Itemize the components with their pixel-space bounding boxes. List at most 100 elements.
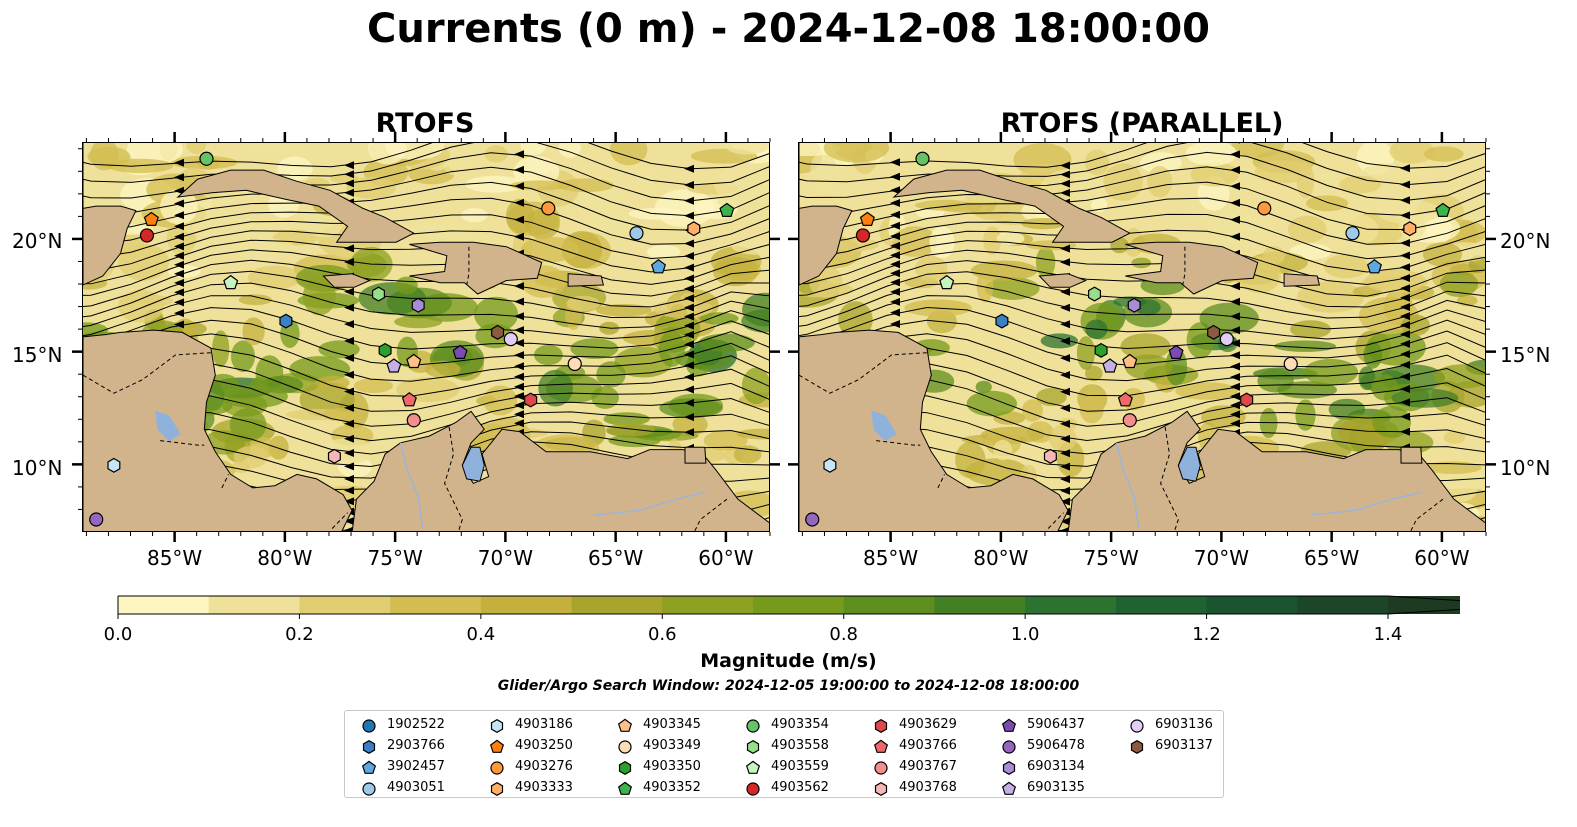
colorbar-segment: [390, 596, 482, 614]
legend-marker-hexagon: [874, 782, 888, 796]
panel-title-rtofs-parallel: RTOFS (PARALLEL): [1000, 108, 1284, 139]
streamline-arrow: [174, 298, 184, 307]
float-marker-4903354: [199, 151, 214, 166]
land-cuba: [892, 169, 1131, 243]
streamline-arrow: [1060, 258, 1070, 267]
float-marker-5906478: [805, 512, 820, 527]
streamline-arrow: [1060, 526, 1070, 531]
streamline-arrow: [890, 186, 900, 195]
lon-label: 60°W: [1414, 546, 1470, 570]
streamline-arrow: [344, 188, 354, 197]
streamline-arrow: [890, 241, 900, 250]
colorbar-tick-label: 1.0: [1010, 624, 1040, 645]
streamline-arrow: [174, 186, 184, 195]
rivers: [399, 442, 705, 529]
streamline-arrow: [514, 351, 524, 360]
colorbar-segment: [934, 596, 1026, 614]
legend-label: 4903768: [899, 780, 957, 795]
float-marker-4903250: [143, 211, 159, 227]
float-marker-4903333: [1403, 221, 1417, 237]
streamline-arrow: [684, 196, 694, 205]
rivers: [1115, 442, 1421, 529]
colorbar-tick-label: 0.4: [466, 624, 496, 645]
streamline-arrow: [1230, 150, 1240, 159]
streamline: [83, 249, 769, 297]
streamline-arrow: [684, 312, 694, 321]
streamline-arrow: [514, 165, 524, 174]
streamline: [799, 260, 1485, 308]
legend-marker-hexagon: [490, 719, 504, 733]
colorbar-segment: [118, 596, 210, 614]
streamline-arrow: [684, 294, 694, 303]
streamline-arrow: [1400, 339, 1410, 348]
float-marker-6903135: [386, 358, 402, 373]
streamline-arrow: [890, 251, 900, 260]
float-marker-4903350: [378, 342, 392, 358]
float-marker-4903352: [1435, 202, 1451, 218]
streamline-arrow: [1230, 382, 1240, 391]
float-marker-4903559: [939, 274, 955, 290]
streamline-arrow: [684, 263, 694, 272]
streamline-arrow: [344, 179, 354, 188]
land-puertorico: [1283, 273, 1321, 287]
streamline-arrow: [1060, 287, 1070, 296]
legend-marker-hexagon: [1002, 761, 1016, 775]
streamline: [83, 307, 769, 350]
colorbar-segment: [1025, 596, 1117, 614]
colorbar-segment: [208, 596, 300, 614]
streamline: [83, 181, 769, 231]
streamline-arrow: [684, 211, 694, 220]
streamline: [83, 259, 769, 308]
float-marker-4903051: [1345, 226, 1360, 241]
streamline-arrow: [344, 161, 354, 170]
map-panel-rtofs-parallel: [798, 142, 1486, 532]
streamline: [799, 271, 1485, 319]
streamline-arrow: [1400, 372, 1410, 381]
streamline-arrow: [684, 373, 694, 381]
map-frame-ticks: [72, 132, 1496, 542]
colorbar-tick-label: 0.8: [829, 624, 859, 645]
lake-nicaragua: [871, 410, 897, 442]
streamline-arrow: [1230, 401, 1240, 410]
streamline-arrow: [684, 413, 694, 422]
legend-label: 4903276: [515, 759, 573, 774]
legend-marker-circle: [1002, 740, 1016, 754]
streamline-arrow: [684, 398, 694, 407]
lat-label-15n-right: 15°N: [1500, 343, 1551, 367]
streamline-arrow: [1230, 373, 1240, 381]
colorbar-segment: [571, 596, 663, 614]
land-puertorico: [567, 273, 605, 287]
colorbar-segment: [1297, 596, 1389, 614]
legend-label: 4903629: [899, 717, 957, 732]
streamline-arrow: [514, 339, 524, 347]
legend-marker-pentagon: [745, 760, 761, 774]
streamline-arrow: [1400, 303, 1410, 311]
streamline-arrow: [344, 258, 354, 266]
streamline-arrow: [890, 278, 900, 287]
legend-label: 6903135: [1027, 780, 1085, 795]
streamline-arrow: [174, 309, 184, 318]
legend-marker-pentagon: [873, 739, 889, 753]
legend-label: 4903562: [771, 780, 829, 795]
float-marker-4903559: [223, 274, 239, 290]
streamline-arrow: [684, 428, 694, 437]
float-marker-4903562: [139, 228, 155, 243]
float-marker-4903333: [687, 221, 701, 237]
streamline: [83, 282, 769, 329]
map-panel-rtofs: [82, 142, 770, 532]
lat-label-10n: 10°N: [12, 456, 63, 480]
lat-label-15n: 15°N: [12, 343, 63, 367]
land-hispaniola: [1125, 241, 1259, 295]
lake-maracaibo: [461, 446, 485, 482]
land: [799, 143, 1485, 531]
streamline-arrow: [1400, 196, 1410, 205]
land-south: [1067, 410, 1485, 531]
float-markers: [89, 151, 735, 527]
float-marker-4903767: [1122, 413, 1137, 428]
streamline-arrow: [514, 326, 524, 335]
colorbar-outline: [117, 595, 1460, 615]
float-marker-3902457: [650, 259, 667, 274]
legend-label: 4903559: [771, 759, 829, 774]
streamline-arrow: [890, 199, 900, 207]
streamline-arrow: [684, 239, 694, 248]
